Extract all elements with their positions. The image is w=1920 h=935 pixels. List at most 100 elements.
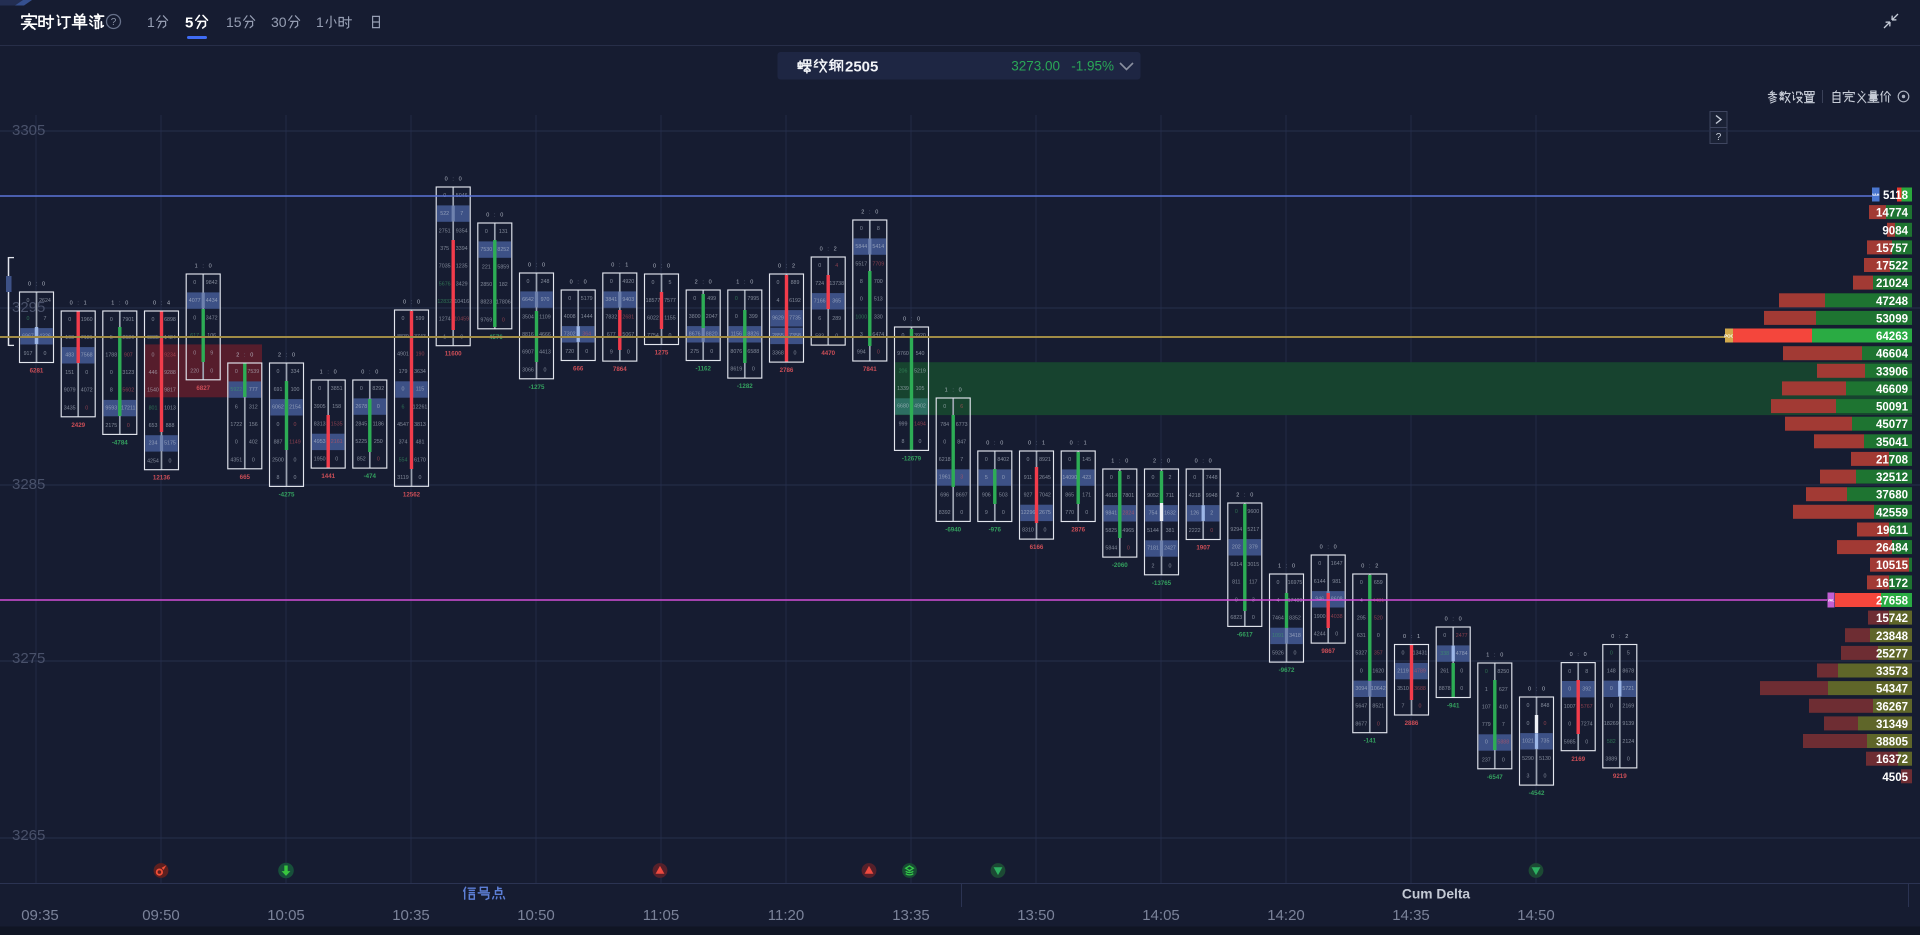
svg-text:5219: 5219 — [914, 369, 926, 375]
svg-text:46604: 46604 — [1876, 349, 1909, 361]
svg-text:35041: 35041 — [1876, 437, 1909, 449]
svg-text:410: 410 — [1499, 705, 1508, 711]
svg-text:8402: 8402 — [997, 457, 1009, 463]
svg-text:1535: 1535 — [331, 422, 343, 428]
svg-text:0: 0 — [777, 280, 780, 286]
svg-text:9817: 9817 — [164, 388, 176, 394]
svg-text:158: 158 — [332, 404, 341, 410]
svg-text:1: 1 — [1111, 459, 1114, 465]
svg-text:999: 999 — [899, 421, 908, 427]
svg-text:847: 847 — [957, 440, 966, 446]
svg-text:334: 334 — [291, 369, 300, 375]
svg-text:0: 0 — [1152, 475, 1155, 481]
svg-text:4072: 4072 — [81, 388, 93, 394]
svg-text:0: 0 — [1443, 633, 1446, 639]
svg-text:888: 888 — [166, 423, 175, 429]
svg-text:-13765: -13765 — [1152, 580, 1172, 587]
svg-text:906: 906 — [982, 493, 991, 499]
svg-text:0: 0 — [750, 280, 753, 286]
svg-text:145: 145 — [1082, 457, 1091, 463]
svg-text:3435: 3435 — [64, 405, 76, 411]
svg-text:21024: 21024 — [1876, 278, 1909, 290]
svg-text:554: 554 — [399, 457, 408, 463]
svg-text:15742: 15742 — [1876, 613, 1908, 625]
svg-text:9600: 9600 — [1247, 509, 1259, 515]
svg-text:9084: 9084 — [1882, 225, 1908, 237]
svg-text:2: 2 — [236, 353, 239, 359]
svg-text:1: 1 — [195, 264, 198, 270]
svg-text:5985: 5985 — [1564, 739, 1576, 745]
svg-text:3: 3 — [960, 475, 963, 481]
svg-text:0: 0 — [527, 279, 530, 285]
svg-text:?: ? — [111, 17, 117, 28]
svg-text:0: 0 — [943, 440, 946, 446]
svg-text:0: 0 — [402, 387, 405, 393]
svg-text:6: 6 — [235, 405, 238, 411]
svg-text:5676: 5676 — [439, 281, 451, 287]
svg-text:16372: 16372 — [1876, 754, 1908, 766]
svg-text:8678: 8678 — [1622, 668, 1634, 674]
svg-text:4965: 4965 — [1122, 528, 1134, 534]
svg-text:5926: 5926 — [1272, 651, 1284, 657]
svg-text:19611: 19611 — [1877, 525, 1909, 537]
svg-text:3275: 3275 — [12, 650, 45, 667]
svg-text:6773: 6773 — [956, 422, 968, 428]
svg-text:1: 1 — [316, 14, 324, 30]
svg-text:248: 248 — [541, 279, 550, 285]
svg-text:0: 0 — [209, 264, 212, 270]
svg-text:6474: 6474 — [872, 332, 884, 338]
svg-text:0: 0 — [1028, 441, 1031, 447]
svg-text:402: 402 — [249, 440, 258, 446]
svg-text:887: 887 — [274, 440, 283, 446]
svg-text:14:20: 14:20 — [1267, 907, 1305, 924]
svg-text:1: 1 — [1042, 441, 1045, 447]
svg-text:13:50: 13:50 — [1017, 907, 1055, 924]
svg-text:0: 0 — [1568, 686, 1571, 692]
svg-text:0: 0 — [417, 300, 420, 306]
svg-text:7181: 7181 — [1147, 546, 1159, 552]
svg-text:5767: 5767 — [1581, 704, 1593, 710]
svg-text:9: 9 — [610, 350, 613, 356]
svg-text:-4275: -4275 — [279, 491, 295, 498]
svg-text:0: 0 — [375, 370, 378, 376]
svg-text:36267: 36267 — [1876, 701, 1908, 713]
svg-text:1441: 1441 — [321, 473, 335, 480]
svg-text:10:50: 10:50 — [517, 907, 555, 924]
svg-text:0: 0 — [1335, 632, 1338, 638]
svg-text:2429: 2429 — [71, 422, 85, 429]
svg-text:1091: 1091 — [1272, 633, 1284, 639]
svg-text:2500: 2500 — [272, 457, 284, 463]
svg-text:3429: 3429 — [456, 281, 468, 287]
svg-text:0: 0 — [860, 226, 863, 232]
svg-text:Cum Delta: Cum Delta — [1402, 887, 1471, 902]
svg-text:9842: 9842 — [206, 280, 218, 286]
svg-text:2: 2 — [1153, 459, 1156, 465]
svg-text:3273.00: 3273.00 — [1011, 59, 1060, 74]
svg-text::: : — [327, 370, 329, 376]
svg-text:8352: 8352 — [1289, 616, 1301, 622]
svg-text:6907: 6907 — [522, 350, 534, 356]
svg-text:330: 330 — [874, 314, 883, 320]
svg-text:5179: 5179 — [581, 296, 593, 302]
svg-text:7166: 7166 — [814, 299, 826, 305]
svg-text:179: 179 — [399, 369, 408, 375]
svg-text::: : — [1327, 545, 1329, 551]
svg-text:5067: 5067 — [622, 332, 634, 338]
svg-text:6218: 6218 — [939, 457, 951, 463]
svg-text::: : — [77, 301, 79, 307]
svg-text:12562: 12562 — [403, 491, 421, 498]
svg-text:379: 379 — [1249, 545, 1258, 551]
svg-text:970: 970 — [541, 297, 550, 303]
svg-text:6588: 6588 — [747, 349, 759, 355]
svg-text:0: 0 — [361, 370, 364, 376]
svg-text:16172: 16172 — [1876, 578, 1908, 590]
svg-text:0: 0 — [985, 457, 988, 463]
svg-text::: : — [661, 264, 663, 270]
svg-text:3285: 3285 — [12, 476, 45, 493]
svg-text:0: 0 — [1127, 546, 1130, 552]
svg-text:2: 2 — [695, 280, 698, 286]
svg-text:1000: 1000 — [855, 314, 867, 320]
svg-text:0: 0 — [611, 263, 614, 269]
svg-text:0: 0 — [1544, 721, 1547, 727]
svg-text:VAL: VAL — [1828, 599, 1836, 603]
